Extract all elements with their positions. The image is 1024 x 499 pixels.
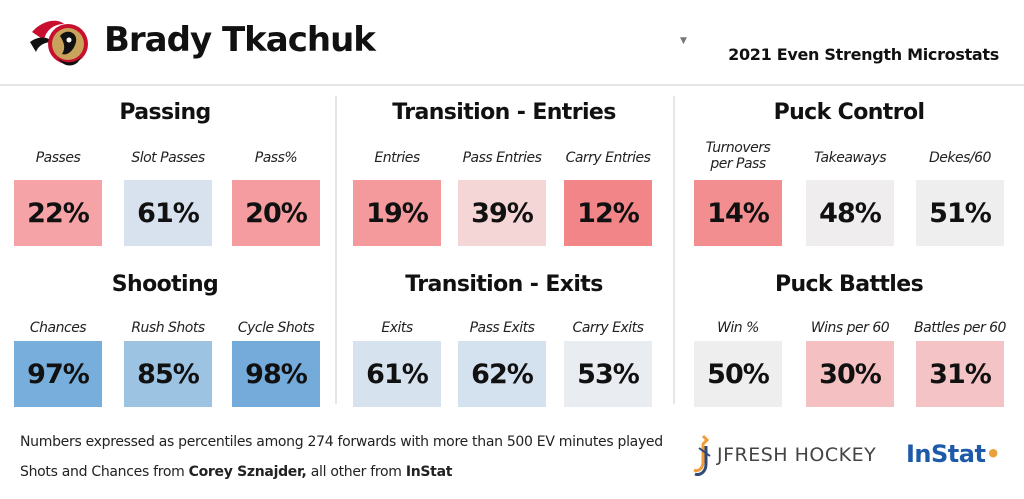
stat-label: Rush Shots	[113, 320, 223, 336]
stat-box: 98%	[232, 341, 320, 407]
stat-label: Battles per 60	[905, 320, 1015, 336]
footnote-source-instat: InStat	[406, 464, 452, 480]
stat-box: 22%	[14, 180, 102, 246]
column-divider	[335, 96, 337, 404]
stat-label: Takeaways	[795, 150, 905, 166]
stat-label: Exits	[342, 320, 452, 336]
stat-label: Pass Exits	[447, 320, 557, 336]
stat-label: Wins per 60	[795, 320, 905, 336]
stat-box: 39%	[458, 180, 546, 246]
jfresh-hockey-wordmark: JFRESH HOCKEY	[717, 444, 876, 466]
stat-label: Win %	[683, 320, 793, 336]
section-title-puck-control: Puck Control	[744, 100, 954, 125]
stat-box: 31%	[916, 341, 1004, 407]
footnote-prefix: Shots and Chances from	[20, 464, 189, 480]
header: Brady Tkachuk ▼ 2021 Even Strength Micro…	[0, 0, 1024, 86]
stat-box: 20%	[232, 180, 320, 246]
stat-label: Slot Passes	[113, 150, 223, 166]
stat-label: Chances	[3, 320, 113, 336]
stat-label: Turnovers per Pass	[683, 140, 793, 172]
section-title-exits: Transition - Exits	[374, 272, 634, 297]
footnote-sources: Shots and Chances from Corey Sznajder, a…	[20, 464, 452, 480]
footnote-mid: all other from	[307, 464, 406, 480]
stat-box: 12%	[564, 180, 652, 246]
stat-box: 30%	[806, 341, 894, 407]
stat-box: 50%	[694, 341, 782, 407]
stat-box: 97%	[14, 341, 102, 407]
stat-label: Carry Entries	[553, 150, 663, 166]
player-name: Brady Tkachuk	[104, 20, 375, 60]
stat-box: 85%	[124, 341, 212, 407]
jfresh-hockey-brand: JFRESH HOCKEY	[692, 434, 892, 476]
stat-box: 61%	[353, 341, 441, 407]
instat-wordmark: InStat	[906, 440, 985, 468]
report-title: 2021 Even Strength Microstats	[728, 45, 999, 64]
stat-box: 61%	[124, 180, 212, 246]
stat-box: 51%	[916, 180, 1004, 246]
stat-label: Passes	[3, 150, 113, 166]
stat-label: Cycle Shots	[221, 320, 331, 336]
jfresh-hockey-logo-icon	[692, 434, 714, 476]
caret-down-icon[interactable]: ▼	[680, 36, 687, 46]
section-title-entries: Transition - Entries	[374, 100, 634, 125]
instat-logo-icon: InStat•	[906, 440, 1000, 468]
stat-box: 19%	[353, 180, 441, 246]
stat-box: 14%	[694, 180, 782, 246]
senators-logo-icon	[28, 14, 92, 70]
stat-label: Pass Entries	[447, 150, 557, 166]
stat-box: 53%	[564, 341, 652, 407]
stat-label: Pass%	[221, 150, 331, 166]
section-title-passing: Passing	[60, 100, 270, 125]
stat-box: 62%	[458, 341, 546, 407]
footnote-percentiles: Numbers expressed as percentiles among 2…	[20, 434, 663, 450]
stat-box: 48%	[806, 180, 894, 246]
footnote-source-sznajder: Corey Sznajder,	[189, 464, 307, 480]
section-title-shooting: Shooting	[60, 272, 270, 297]
stat-label: Entries	[342, 150, 452, 166]
stat-label: Carry Exits	[553, 320, 663, 336]
section-title-puck-battles: Puck Battles	[744, 272, 954, 297]
column-divider	[673, 96, 675, 404]
stat-label: Dekes/60	[905, 150, 1015, 166]
